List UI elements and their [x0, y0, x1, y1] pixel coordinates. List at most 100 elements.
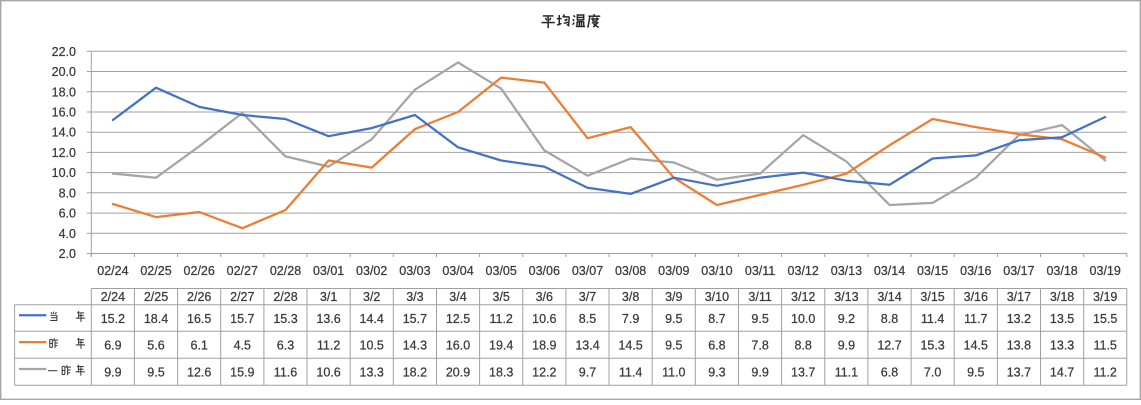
- svg-text:19.4: 19.4: [489, 339, 513, 353]
- svg-text:4.5: 4.5: [234, 339, 251, 353]
- svg-text:7.9: 7.9: [622, 312, 639, 326]
- svg-text:5.6: 5.6: [147, 339, 164, 353]
- svg-text:12.5: 12.5: [446, 312, 470, 326]
- svg-text:14.5: 14.5: [964, 339, 988, 353]
- svg-text:03/17: 03/17: [1003, 264, 1034, 278]
- svg-text:13.7: 13.7: [1007, 366, 1031, 380]
- svg-text:3/9: 3/9: [665, 290, 682, 304]
- svg-text:3/5: 3/5: [493, 290, 510, 304]
- svg-text:8.5: 8.5: [579, 312, 596, 326]
- svg-text:10.5: 10.5: [360, 339, 384, 353]
- svg-text:10.0: 10.0: [52, 166, 76, 180]
- svg-text:6.1: 6.1: [191, 339, 208, 353]
- svg-text:13.2: 13.2: [1007, 312, 1031, 326]
- svg-text:13.3: 13.3: [1050, 339, 1074, 353]
- svg-text:9.5: 9.5: [751, 312, 768, 326]
- svg-text:9.5: 9.5: [967, 366, 984, 380]
- svg-text:03/03: 03/03: [399, 264, 430, 278]
- svg-text:10.6: 10.6: [532, 312, 556, 326]
- svg-text:13.6: 13.6: [316, 312, 340, 326]
- svg-text:12.7: 12.7: [877, 339, 901, 353]
- svg-text:03/19: 03/19: [1090, 264, 1121, 278]
- svg-text:13.8: 13.8: [1007, 339, 1031, 353]
- svg-text:14.5: 14.5: [618, 339, 642, 353]
- svg-text:3/4: 3/4: [449, 290, 466, 304]
- svg-text:22.0: 22.0: [52, 45, 76, 59]
- svg-text:6.0: 6.0: [59, 207, 76, 221]
- svg-text:2/25: 2/25: [144, 290, 168, 304]
- svg-text:3/12: 3/12: [791, 290, 815, 304]
- svg-text:15.2: 15.2: [101, 312, 125, 326]
- svg-text:15.9: 15.9: [230, 366, 254, 380]
- svg-text:8.8: 8.8: [795, 339, 812, 353]
- svg-text:03/05: 03/05: [486, 264, 517, 278]
- svg-text:16.0: 16.0: [52, 106, 76, 120]
- svg-text:03/01: 03/01: [313, 264, 344, 278]
- svg-text:15.3: 15.3: [273, 312, 297, 326]
- svg-text:14.4: 14.4: [360, 312, 384, 326]
- svg-text:11.2: 11.2: [317, 339, 340, 353]
- svg-text:14.3: 14.3: [403, 339, 427, 353]
- svg-text:9.5: 9.5: [665, 312, 682, 326]
- svg-text:03/14: 03/14: [874, 264, 905, 278]
- svg-text:3/7: 3/7: [579, 290, 596, 304]
- svg-text:12.0: 12.0: [52, 146, 76, 160]
- svg-text:11.4: 11.4: [619, 366, 642, 380]
- svg-text:11.5: 11.5: [1093, 339, 1116, 353]
- svg-text:8.7: 8.7: [708, 312, 725, 326]
- svg-text:3/6: 3/6: [536, 290, 553, 304]
- svg-text:03/10: 03/10: [701, 264, 732, 278]
- svg-text:02/25: 02/25: [140, 264, 171, 278]
- svg-text:15.5: 15.5: [1093, 312, 1117, 326]
- svg-text:9.2: 9.2: [838, 312, 855, 326]
- svg-text:3/8: 3/8: [622, 290, 639, 304]
- svg-text:03/02: 03/02: [356, 264, 387, 278]
- svg-text:3/10: 3/10: [705, 290, 729, 304]
- svg-text:15.7: 15.7: [403, 312, 427, 326]
- svg-text:20.0: 20.0: [52, 65, 76, 79]
- svg-text:11.1: 11.1: [835, 366, 858, 380]
- svg-text:03/15: 03/15: [917, 264, 948, 278]
- svg-text:13.3: 13.3: [360, 366, 384, 380]
- svg-text:03/09: 03/09: [658, 264, 689, 278]
- svg-text:18.2: 18.2: [403, 366, 427, 380]
- svg-text:03/18: 03/18: [1046, 264, 1077, 278]
- svg-text:2/26: 2/26: [187, 290, 211, 304]
- svg-text:03/12: 03/12: [788, 264, 819, 278]
- svg-text:8.8: 8.8: [881, 312, 898, 326]
- svg-text:3/14: 3/14: [877, 290, 901, 304]
- svg-text:9.5: 9.5: [665, 339, 682, 353]
- svg-text:9.7: 9.7: [579, 366, 596, 380]
- svg-text:6.3: 6.3: [277, 339, 294, 353]
- svg-text:2/27: 2/27: [230, 290, 254, 304]
- svg-text:14.7: 14.7: [1050, 366, 1074, 380]
- svg-text:3/19: 3/19: [1093, 290, 1117, 304]
- svg-text:02/26: 02/26: [184, 264, 215, 278]
- svg-text:7.0: 7.0: [924, 366, 941, 380]
- svg-text:18.3: 18.3: [489, 366, 513, 380]
- svg-text:3/1: 3/1: [320, 290, 337, 304]
- svg-text:14.0: 14.0: [52, 126, 76, 140]
- svg-text:3/18: 3/18: [1050, 290, 1074, 304]
- svg-text:3/13: 3/13: [834, 290, 858, 304]
- svg-text:9.9: 9.9: [838, 339, 855, 353]
- svg-text:03/13: 03/13: [831, 264, 862, 278]
- svg-text:6.8: 6.8: [708, 339, 725, 353]
- svg-text:15.7: 15.7: [230, 312, 254, 326]
- svg-text:2/28: 2/28: [273, 290, 297, 304]
- svg-text:13.4: 13.4: [575, 339, 599, 353]
- svg-text:6.8: 6.8: [881, 366, 898, 380]
- svg-text:13.5: 13.5: [1050, 312, 1074, 326]
- svg-text:7.8: 7.8: [751, 339, 768, 353]
- svg-text:03/11: 03/11: [745, 264, 775, 278]
- svg-text:8.0: 8.0: [59, 186, 76, 200]
- svg-text:02/24: 02/24: [97, 264, 128, 278]
- svg-text:03/16: 03/16: [960, 264, 991, 278]
- svg-text:11.7: 11.7: [964, 312, 987, 326]
- svg-text:3/15: 3/15: [920, 290, 944, 304]
- svg-text:02/28: 02/28: [270, 264, 301, 278]
- svg-text:03/06: 03/06: [529, 264, 560, 278]
- svg-text:10.0: 10.0: [791, 312, 815, 326]
- svg-text:11.4: 11.4: [921, 312, 944, 326]
- svg-text:11.2: 11.2: [489, 312, 512, 326]
